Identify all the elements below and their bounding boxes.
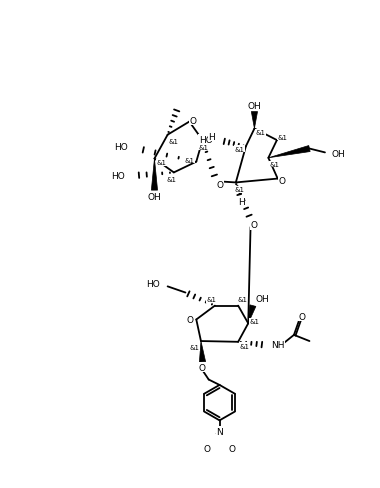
Text: O: O (251, 221, 258, 230)
Text: OH: OH (255, 295, 269, 304)
Text: &1: &1 (206, 297, 216, 303)
Text: &1: &1 (235, 187, 245, 193)
Text: &1: &1 (256, 130, 266, 136)
Text: OH: OH (331, 149, 345, 158)
Text: &1: &1 (277, 135, 287, 141)
Text: O: O (228, 444, 236, 453)
Text: HO: HO (114, 143, 128, 152)
Polygon shape (248, 305, 256, 324)
Polygon shape (251, 112, 258, 129)
Text: H: H (208, 132, 215, 142)
Text: HO: HO (146, 279, 160, 288)
Text: &1: &1 (190, 345, 200, 350)
Text: &1: &1 (157, 160, 166, 166)
Polygon shape (200, 341, 206, 362)
Text: H: H (238, 198, 245, 207)
Text: O: O (187, 315, 193, 325)
Text: &1: &1 (198, 145, 208, 151)
Text: &1: &1 (269, 162, 280, 167)
Text: O: O (204, 444, 211, 453)
Text: O: O (217, 181, 224, 190)
Text: O: O (298, 312, 305, 321)
Text: &1: &1 (249, 318, 260, 325)
Text: NH: NH (271, 341, 284, 350)
Text: O: O (198, 363, 205, 372)
Polygon shape (268, 146, 310, 159)
Text: &1: &1 (235, 146, 245, 152)
Text: HO: HO (111, 172, 125, 181)
Text: HO: HO (199, 136, 212, 144)
Text: &1: &1 (239, 343, 249, 349)
Text: &1: &1 (168, 139, 178, 144)
Text: &1: &1 (166, 177, 176, 183)
Text: &1: &1 (184, 158, 194, 164)
Text: O: O (278, 176, 285, 185)
Text: OH: OH (147, 192, 162, 202)
Text: N: N (216, 427, 223, 436)
Text: OH: OH (247, 102, 261, 111)
Text: &1: &1 (237, 297, 247, 303)
Polygon shape (151, 159, 158, 191)
Text: O: O (190, 116, 197, 125)
